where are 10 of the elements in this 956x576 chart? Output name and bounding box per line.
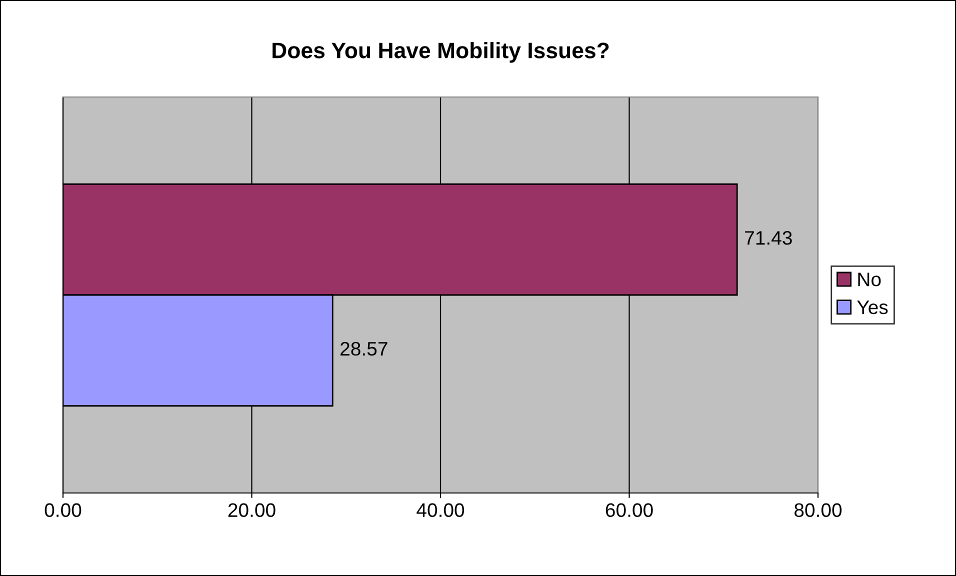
data-label: 71.43 xyxy=(745,231,792,245)
x-tick-label: 0.00 xyxy=(44,503,82,518)
x-tick-label: 60.00 xyxy=(606,503,653,518)
legend-label: No xyxy=(858,272,881,286)
x-tick-label: 20.00 xyxy=(228,503,276,518)
legend-label: Yes xyxy=(857,300,888,314)
x-tick-label: 40.00 xyxy=(416,503,464,518)
chart-title: Does You Have Mobility Issues? xyxy=(272,42,609,63)
x-tick-label: 80.00 xyxy=(794,503,842,518)
data-label: 28.57 xyxy=(340,342,388,356)
